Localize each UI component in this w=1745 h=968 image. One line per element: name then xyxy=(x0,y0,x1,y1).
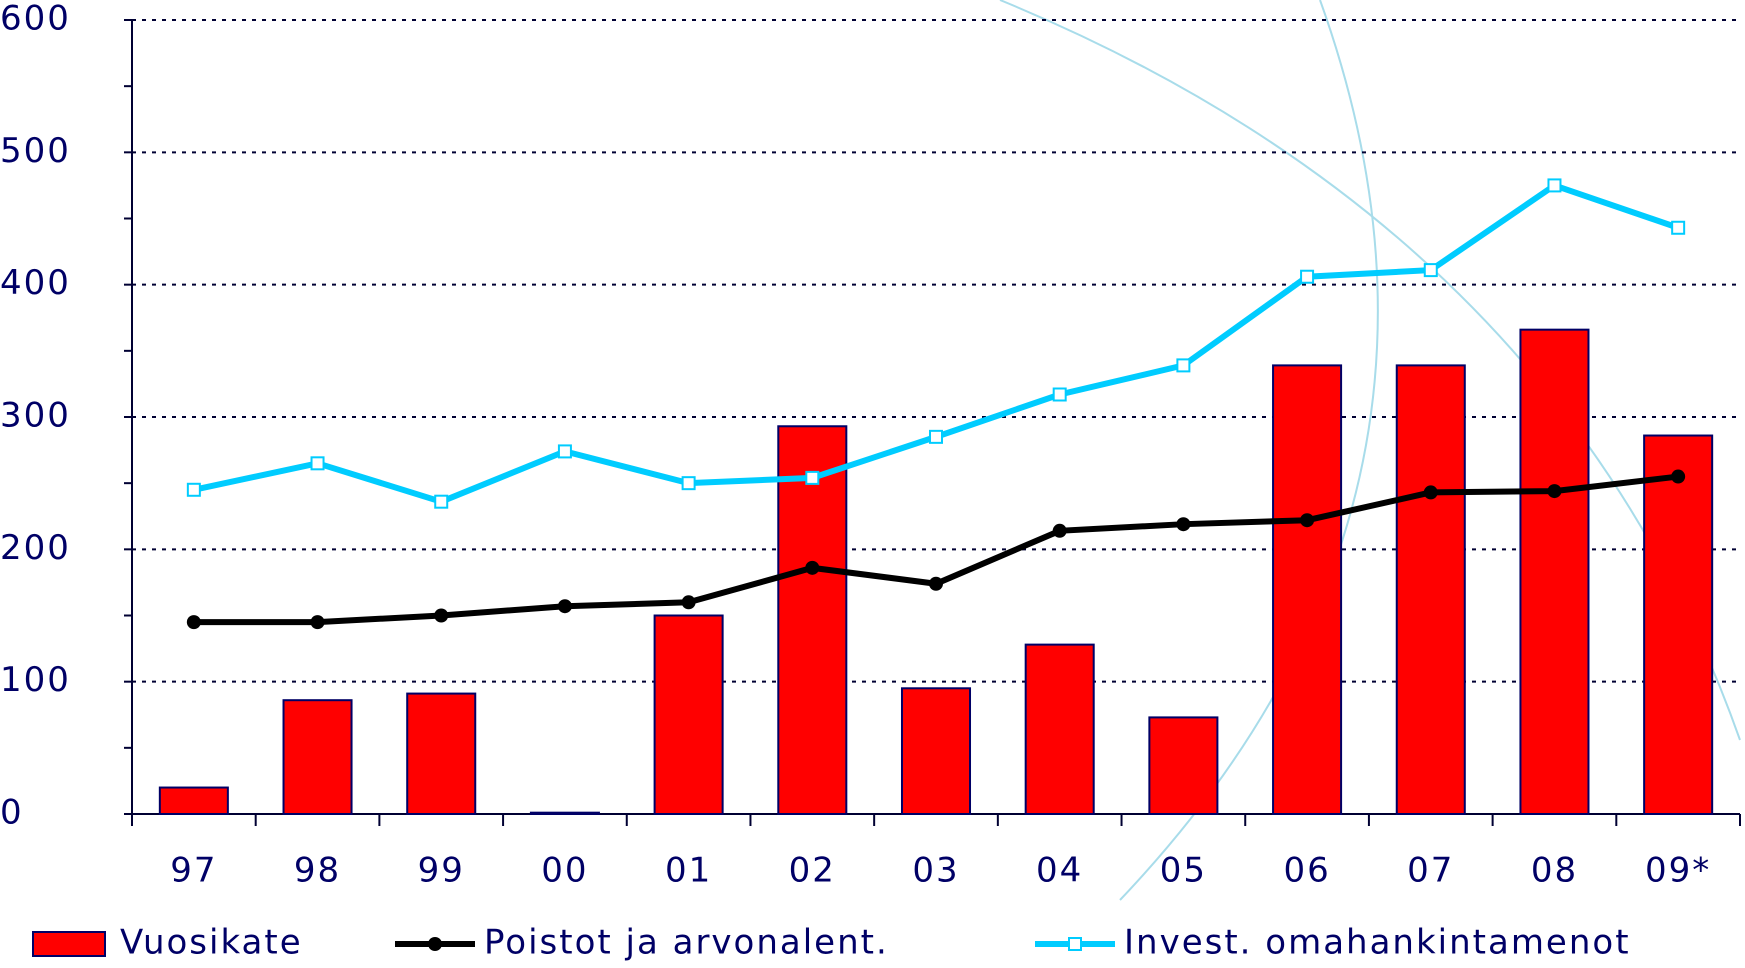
bar xyxy=(1272,364,1343,815)
legend-marker xyxy=(428,937,442,951)
y-tick-label: 0 xyxy=(0,793,24,833)
bar xyxy=(777,425,848,815)
marker xyxy=(1547,484,1562,499)
y-tick-label: 400 xyxy=(0,263,71,303)
marker xyxy=(186,482,201,497)
x-tick-label: 01 xyxy=(665,851,712,891)
bar xyxy=(1643,434,1714,815)
marker xyxy=(1052,523,1067,538)
x-tick-label: 05 xyxy=(1160,851,1207,891)
bar xyxy=(1519,328,1590,815)
marker xyxy=(557,444,572,459)
marker xyxy=(1052,387,1067,402)
x-tick-label: 04 xyxy=(1036,851,1083,891)
legend-label: Invest. omahankintamenot xyxy=(1124,923,1631,963)
marker xyxy=(805,560,820,575)
x-tick-label: 06 xyxy=(1283,851,1330,891)
x-tick-label: 09* xyxy=(1645,851,1711,891)
marker xyxy=(1423,263,1438,278)
x-tick-label: 98 xyxy=(294,851,341,891)
marker xyxy=(557,599,572,614)
marker xyxy=(310,615,325,630)
y-tick-label: 300 xyxy=(0,396,71,436)
marker xyxy=(1300,269,1315,284)
marker xyxy=(1176,517,1191,532)
bar xyxy=(1148,716,1219,815)
marker xyxy=(681,476,696,491)
x-tick-label: 03 xyxy=(912,851,959,891)
x-tick-label: 00 xyxy=(541,851,588,891)
y-tick-label: 500 xyxy=(0,131,71,171)
y-tick-label: 600 xyxy=(0,0,71,39)
background-decoration xyxy=(999,0,1741,901)
marker xyxy=(1423,485,1438,500)
bar xyxy=(653,614,724,815)
x-tick-label: 97 xyxy=(170,851,217,891)
marker xyxy=(434,608,449,623)
y-tick-label: 200 xyxy=(0,528,71,568)
bar xyxy=(1395,364,1466,815)
bar xyxy=(900,687,972,815)
x-tick-label: 99 xyxy=(418,851,465,891)
marker xyxy=(434,494,449,509)
y-tick-label: 100 xyxy=(0,660,71,700)
marker xyxy=(1671,220,1686,235)
marker xyxy=(929,576,943,591)
bar xyxy=(529,811,600,816)
marker xyxy=(1300,513,1315,528)
marker xyxy=(1547,178,1562,193)
marker xyxy=(805,470,820,485)
legend-swatch xyxy=(32,931,106,957)
bar xyxy=(406,692,477,815)
marker xyxy=(1176,358,1191,373)
bar xyxy=(158,786,229,815)
marker xyxy=(310,456,325,471)
legend-label: Vuosikate xyxy=(120,923,303,963)
legend-label: Poistot ja arvonalent. xyxy=(484,923,889,963)
legend-marker xyxy=(1068,937,1082,951)
x-tick-label: 02 xyxy=(789,851,836,891)
x-tick-label: 07 xyxy=(1407,851,1454,891)
marker xyxy=(186,615,201,630)
marker xyxy=(681,595,696,610)
bar xyxy=(282,699,353,816)
bar xyxy=(1024,643,1095,816)
marker xyxy=(1671,469,1686,484)
marker xyxy=(929,429,943,444)
x-tick-label: 08 xyxy=(1531,851,1578,891)
